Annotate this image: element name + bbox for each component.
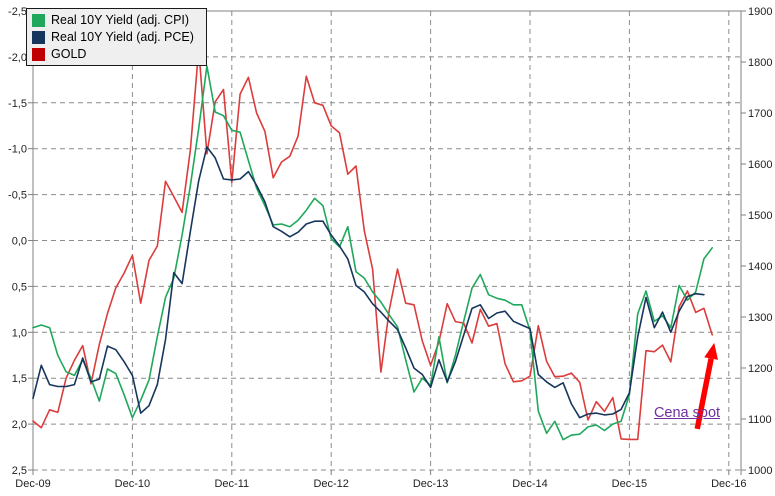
y-axis-left-tick-label: 0,0 — [12, 236, 27, 248]
y-axis-left-tick-label: -1,5 — [8, 98, 27, 110]
y-axis-right-tick-label: 1800 — [748, 57, 772, 69]
y-axis-right-tick-label: 1600 — [748, 159, 772, 171]
y-axis-left-tick-label: 1,5 — [12, 373, 27, 385]
x-axis-tick-label: Dec-11 — [214, 478, 249, 490]
y-axis-right-tick-label: 1000 — [748, 465, 772, 477]
x-axis-tick-label: Dec-14 — [512, 478, 547, 490]
legend-item-cpi: Real 10Y Yield (adj. CPI) — [32, 13, 194, 27]
y-axis-left-tick-label: -0,5 — [8, 190, 27, 202]
y-axis-right-tick-label: 1400 — [748, 261, 772, 273]
legend-label-gold: GOLD — [51, 47, 87, 61]
legend-swatch-gold — [32, 47, 45, 61]
y-axis-right-tick-label: 1200 — [748, 363, 772, 375]
x-axis-tick-label: Dec-10 — [115, 478, 150, 490]
y-axis-left-tick-label: -1,0 — [8, 144, 27, 156]
cena-spot-arrow-head — [704, 342, 718, 360]
y-axis-left-tick-label: 1,0 — [12, 327, 27, 339]
y-axis-right-tick-label: 1300 — [748, 312, 772, 324]
x-axis-tick-label: Dec-09 — [15, 478, 50, 490]
x-axis-tick-label: Dec-12 — [313, 478, 348, 490]
cena-spot-arrow-shaft — [694, 358, 714, 430]
legend-item-gold: GOLD — [32, 47, 194, 61]
y-axis-right-tick-label: 1500 — [748, 210, 772, 222]
series-line-gold — [32, 47, 714, 441]
y-axis-left-tick-label: 2,0 — [12, 419, 27, 431]
y-axis-left-tick-label: -2,5 — [8, 6, 27, 18]
y-axis-right-tick-label: 1700 — [748, 108, 772, 120]
legend-swatch-pce — [32, 30, 45, 44]
legend-label-cpi: Real 10Y Yield (adj. CPI) — [51, 13, 190, 27]
annotation-cena-spot: Cena spot — [653, 405, 721, 421]
legend-item-pce: Real 10Y Yield (adj. PCE) — [32, 30, 194, 44]
x-axis-tick-label: Dec-13 — [413, 478, 448, 490]
x-axis-tick-label: Dec-15 — [612, 478, 647, 490]
y-axis-right-tick-label: 1900 — [748, 6, 772, 18]
x-axis-tick-label: Dec-16 — [711, 478, 746, 490]
y-axis-left-tick-label: 0,5 — [12, 281, 27, 293]
legend-swatch-cpi — [32, 13, 45, 27]
y-axis-left-tick-label: -2,0 — [8, 52, 27, 64]
series-line-pce — [32, 146, 705, 419]
y-axis-left-tick-label: 2,5 — [12, 465, 27, 477]
series-line-cpi — [32, 65, 714, 441]
legend-label-pce: Real 10Y Yield (adj. PCE) — [51, 30, 194, 44]
y-axis-right-tick-label: 1100 — [748, 414, 772, 426]
legend: Real 10Y Yield (adj. CPI) Real 10Y Yield… — [26, 8, 207, 66]
